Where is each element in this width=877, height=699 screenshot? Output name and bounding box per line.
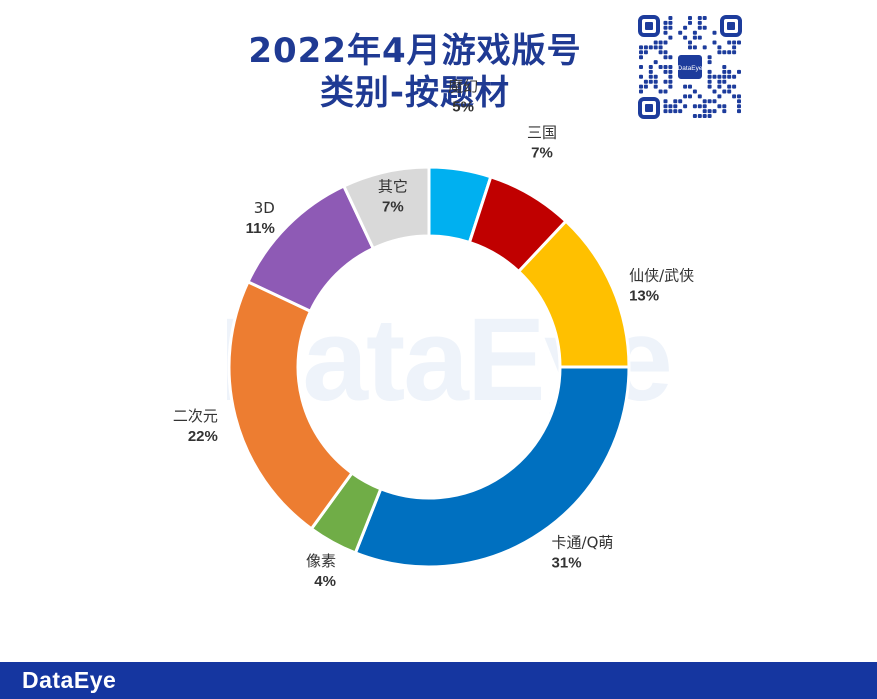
slice-label: 三国 7% [527,123,557,161]
slice-name: 仙侠/武侠 [629,266,694,284]
slice-label: 二次元 22% [173,407,218,445]
donut-slice [353,365,631,569]
footer-brand: DataEye [22,667,117,693]
slice-label: 仙侠/武侠 13% [629,266,694,304]
slice-percent: 31% [552,554,582,571]
slice-percent: 5% [452,99,474,116]
slice-label: 其它 7% [378,177,408,215]
chart-title: 2022年4月游戏版号 类别-按题材 [180,30,650,114]
title-line-2: 类别-按题材 [319,73,511,113]
donut-slice [341,165,431,251]
slice-percent: 7% [531,144,553,161]
slice-name: 二次元 [173,407,218,425]
slice-percent: 11% [246,220,275,237]
slice-percent: 22% [188,428,218,445]
slice-percent: 13% [629,287,659,304]
title-line-1: 2022年4月游戏版号 [248,31,582,71]
slice-name: 3D [254,199,275,217]
slice-name: 卡通/Q萌 [552,533,614,551]
slice-label: 像素 4% [306,552,336,590]
slice-label: 卡通/Q萌 31% [552,533,614,571]
slice-percent: 7% [382,198,404,215]
qr-center-label: DataEye [678,65,703,72]
qr-code-icon[interactable]: DataEye [637,14,743,120]
donut-slice [227,279,355,531]
slice-name: 魔幻 [448,78,478,96]
footer-bar: DataEye [0,662,877,699]
slice-label: 魔幻 5% [448,78,478,116]
slice-name: 其它 [378,177,408,195]
slice-percent: 4% [314,573,336,590]
slice-name: 三国 [527,123,557,141]
slice-name: 像素 [306,552,336,570]
